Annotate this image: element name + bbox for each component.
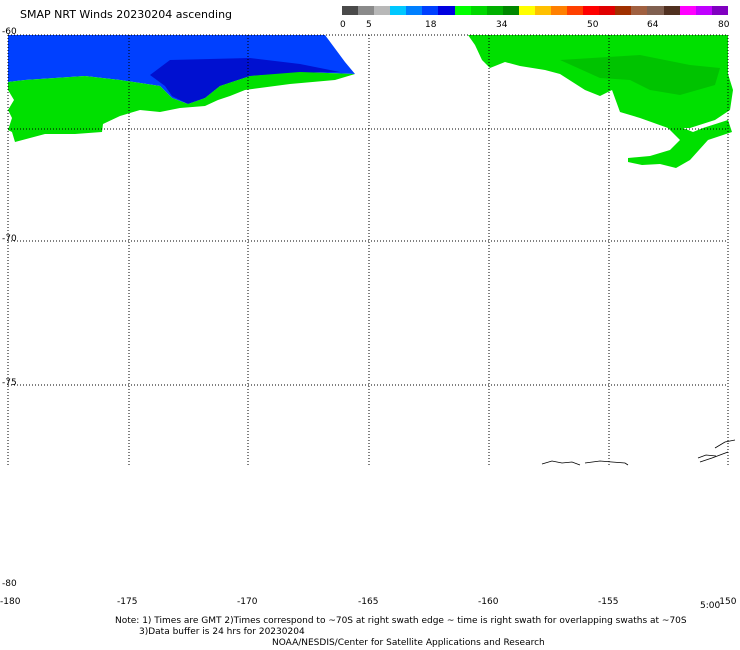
footnote: Note: 1) Times are GMT 2)Times correspon… [115,616,687,638]
colorbar-label-18: 18 [425,20,437,30]
footnote-line-2: 3)Data buffer is 24 hrs for 20230204 [139,627,305,637]
coastline-fragment-3 [699,451,729,463]
lat-label-60: -60 [2,27,17,37]
wind-swath-green-right [468,35,733,168]
lon-label-170: -170 [237,597,258,607]
colorbar-label-64: 64 [647,20,659,30]
coastline-fragment-5 [697,454,717,459]
colorbar-label-50: 50 [587,20,599,30]
colorbar-segment [422,6,439,15]
credit-line: NOAA/NESDIS/Center for Satellite Applica… [272,638,545,648]
colorbar-segment [406,6,423,15]
colorbar-segment [551,6,568,15]
lon-label-155: -155 [598,597,619,607]
colorbar-segment [486,6,503,15]
colorbar-segment [390,6,407,15]
lon-label-160: -160 [478,597,499,607]
lon-label-175: -175 [117,597,138,607]
colorbar-segment [615,6,632,15]
swath-time-label: 5:00 [700,601,721,611]
colorbar-label-80: 80 [718,20,730,30]
colorbar-label-34: 34 [496,20,508,30]
coastline-fragment-4 [714,439,736,449]
colorbar-segment [518,6,535,15]
colorbar-segment [647,6,664,15]
colorbar-segment [695,6,712,15]
coastline-fragment-2 [584,460,629,466]
lon-label-165: -165 [358,597,379,607]
footnote-line-1: Note: 1) Times are GMT 2)Times correspon… [115,616,687,626]
colorbar-segment [567,6,584,15]
colorbar-segment [470,6,487,15]
lat-label-70: -70 [2,234,17,244]
colorbar-label-5: 5 [366,20,372,30]
colorbar-segment [374,6,391,15]
lat-label-75: -75 [2,378,17,388]
colorbar-segment [534,6,552,15]
lon-label-180: -180 [0,597,21,607]
colorbar-tick-labels: 0 5 18 34 50 64 80 [0,20,740,32]
wind-swath-dark-green [560,55,720,95]
colorbar-segment [438,6,455,15]
colorbar-segment [631,6,648,15]
map-title: SMAP NRT Winds 20230204 ascending [20,8,233,21]
colorbar-segment [663,6,680,15]
coastline-fragment-1 [541,460,581,466]
wind-swath-dark-blue [150,58,340,104]
wind-swath-green-left [8,72,355,142]
wind-speed-colorbar [342,6,728,15]
colorbar-label-0: 0 [340,20,346,30]
colorbar-segment [711,6,728,15]
colorbar-segment [679,6,696,15]
lon-label-150: -150 [716,597,737,607]
colorbar-segment [502,6,519,15]
colorbar-segment [454,6,471,15]
colorbar-segment [583,6,600,15]
colorbar-segment [342,6,359,15]
colorbar-segment [358,6,375,15]
colorbar-segment [599,6,616,15]
lat-label-80: -80 [2,579,17,589]
